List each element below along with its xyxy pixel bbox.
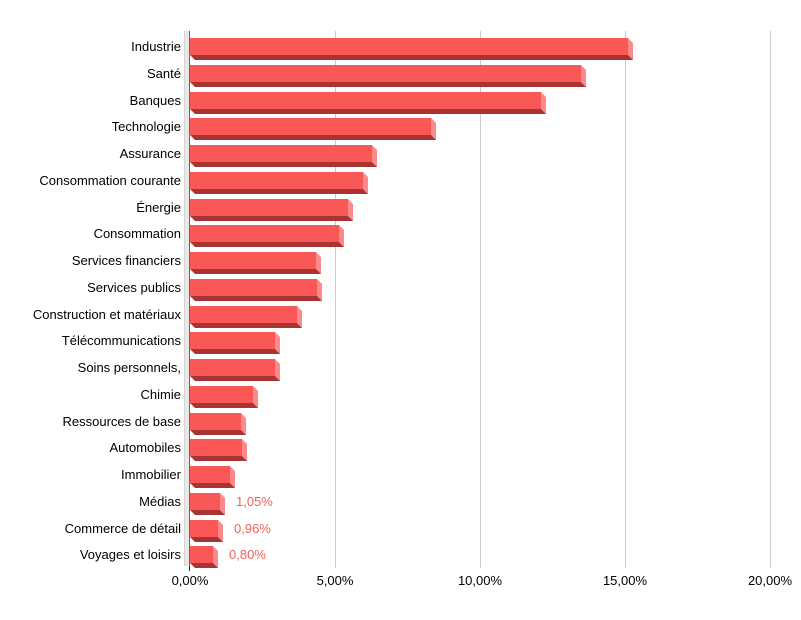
gridline <box>625 31 626 568</box>
bar[interactable] <box>190 492 225 515</box>
bar[interactable] <box>190 519 223 542</box>
y-axis-line <box>189 31 190 566</box>
bar-bottom-bevel <box>190 563 218 569</box>
bar[interactable] <box>190 546 218 569</box>
category-label: Industrie <box>131 39 181 54</box>
bar-face <box>190 385 253 403</box>
bar[interactable] <box>190 198 353 221</box>
bar-bottom-bevel <box>190 322 302 328</box>
bar[interactable] <box>190 385 258 408</box>
bar-bottom-bevel <box>190 188 368 194</box>
bar-face <box>190 546 213 564</box>
bar[interactable] <box>190 64 586 87</box>
bar[interactable] <box>190 225 344 248</box>
category-label: Construction et matériaux <box>32 306 181 322</box>
x-axis-tick-label: 10,00% <box>457 573 503 588</box>
gridline <box>335 31 336 568</box>
gridline <box>480 31 481 568</box>
category-label: Santé <box>147 65 181 81</box>
bar-face <box>190 118 431 136</box>
bar[interactable] <box>190 332 280 355</box>
value-label: 0,80% <box>229 547 266 563</box>
bar-bottom-bevel <box>190 349 280 355</box>
bar[interactable] <box>190 278 322 301</box>
value-label: 0,96% <box>234 520 271 536</box>
bar-bottom-bevel <box>190 215 353 221</box>
bar-bottom-bevel <box>190 483 235 488</box>
category-label: Services financiers <box>71 253 181 268</box>
category-label: Consommation courante <box>39 172 181 188</box>
x-axis-tick-label: 15,00% <box>602 573 648 588</box>
bar-face <box>190 64 581 82</box>
bar[interactable] <box>190 91 546 114</box>
plot-area: 0,00% 5,00% 10,00% 15,00% 20,00% Industrie San… <box>33 31 792 588</box>
category-label: Énergie <box>136 199 181 215</box>
bar-face <box>190 38 628 55</box>
bar-bottom-bevel <box>190 55 633 60</box>
bar-bottom-bevel <box>190 509 225 515</box>
bar-bottom-bevel <box>190 135 436 141</box>
bar[interactable] <box>190 439 247 462</box>
bar-face <box>190 252 316 269</box>
x-axis-tick-label: 20,00% <box>747 573 793 588</box>
bar-bottom-bevel <box>190 242 344 248</box>
bar-face <box>190 519 218 537</box>
bar-bottom-bevel <box>190 108 546 114</box>
bar[interactable] <box>190 252 321 274</box>
bar[interactable] <box>190 359 280 381</box>
bar-face <box>190 412 241 430</box>
category-label: Chimie <box>140 386 181 402</box>
bar[interactable] <box>190 412 246 435</box>
bar[interactable] <box>190 466 235 488</box>
bar-bottom-bevel <box>190 81 586 87</box>
bar-face <box>190 91 541 109</box>
value-label: 1,05% <box>236 493 273 509</box>
bar-bottom-bevel <box>190 456 247 462</box>
bar-bottom-bevel <box>190 295 322 301</box>
bar-bottom-bevel <box>190 376 280 381</box>
bar-face <box>190 305 297 323</box>
bar-face <box>190 439 242 457</box>
bar-face <box>190 145 372 162</box>
bar-bottom-bevel <box>190 536 223 542</box>
bar[interactable] <box>190 118 436 141</box>
category-label: Commerce de détail <box>64 520 181 536</box>
bar-bottom-bevel <box>190 269 321 274</box>
bar-bottom-bevel <box>190 402 258 408</box>
category-label: Technologie <box>111 119 181 135</box>
category-label: Télécommunications <box>61 333 181 349</box>
bar-face <box>190 278 317 296</box>
category-label: Ressources de base <box>62 413 181 429</box>
category-label: Banques <box>129 92 181 108</box>
bar[interactable] <box>190 145 377 167</box>
bar[interactable] <box>190 38 633 60</box>
bar-bottom-bevel <box>190 162 377 167</box>
bar-face <box>190 198 348 216</box>
x-axis-tick-label: 5,00% <box>316 573 354 588</box>
bar-face <box>190 332 275 350</box>
x-axis-tick-label: 0,00% <box>171 573 209 588</box>
category-label: Médias <box>139 493 181 509</box>
bar-face <box>190 466 230 483</box>
y-axis-zero-tick <box>189 566 190 571</box>
category-label: Consommation <box>93 226 181 242</box>
bar-face <box>190 359 275 376</box>
bar-bottom-bevel <box>190 429 246 435</box>
bar-face <box>190 171 363 189</box>
bar-face <box>190 225 339 243</box>
category-label: Automobiles <box>109 440 181 456</box>
bar-face <box>190 492 220 510</box>
axis-wall <box>184 31 189 566</box>
category-label: Services publics <box>87 279 181 295</box>
category-label: Immobilier <box>121 467 181 482</box>
category-label: Voyages et loisirs <box>79 547 181 563</box>
bar[interactable] <box>190 171 368 194</box>
bar[interactable] <box>190 305 302 328</box>
category-label: Assurance <box>119 146 181 161</box>
gridline <box>770 31 771 568</box>
category-label: Soins personnels, <box>77 360 181 375</box>
